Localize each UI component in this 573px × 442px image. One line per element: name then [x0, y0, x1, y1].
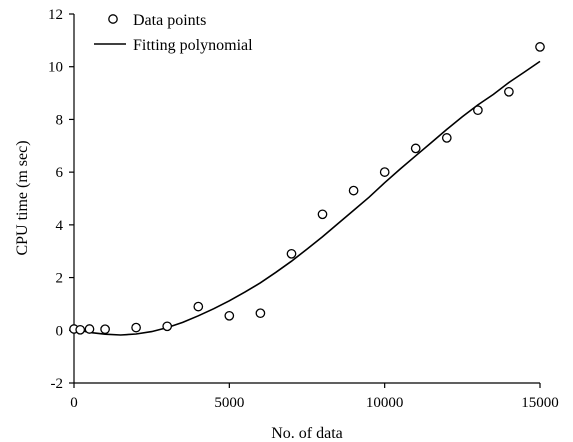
data-point — [224, 310, 235, 321]
legend-point-marker — [108, 14, 118, 24]
fitting-polynomial-line — [73, 60, 541, 336]
data-point — [379, 167, 390, 177]
x-tick-label: 10000 — [366, 395, 404, 411]
x-tick-label: 15000 — [521, 395, 559, 411]
data-point — [131, 322, 141, 333]
x-axis-title: No. of data — [271, 425, 343, 442]
data-point — [286, 248, 297, 259]
legend-label-fitting-polynomial: Fitting polynomial — [133, 37, 253, 54]
y-tick-label: 2 — [56, 271, 64, 287]
y-tick-label: 4 — [56, 218, 64, 234]
data-point — [162, 321, 173, 332]
y-tick-label: 0 — [56, 323, 64, 339]
data-point — [473, 105, 483, 116]
data-point — [84, 324, 95, 334]
data-point — [317, 209, 328, 220]
data-point — [193, 301, 204, 312]
x-tick-label: 5000 — [214, 395, 244, 411]
y-tick-label: -2 — [51, 376, 64, 392]
data-point — [504, 86, 514, 97]
y-tick-label: 12 — [48, 7, 63, 23]
points-layer — [69, 42, 545, 335]
legend-label-data-points: Data points — [133, 12, 206, 29]
y-tick-label: 10 — [48, 60, 63, 76]
data-point — [255, 308, 266, 319]
curve-layer — [73, 60, 541, 336]
x-tick-label: 0 — [70, 395, 78, 411]
data-point — [75, 324, 86, 335]
y-tick-label: 8 — [56, 112, 64, 128]
legend: Data points Fitting polynomial — [94, 12, 253, 54]
data-point — [348, 185, 359, 196]
y-ticks: -2 0 2 4 6 8 10 12 — [48, 7, 74, 392]
data-point — [441, 133, 452, 143]
plot-frame — [73, 14, 540, 384]
data-point — [410, 143, 421, 154]
y-axis-title: CPU time (m sec) — [14, 140, 31, 255]
x-ticks: 0 5000 10000 15000 — [70, 383, 559, 411]
y-tick-label: 6 — [56, 165, 64, 181]
data-point — [100, 324, 110, 335]
data-point — [535, 42, 545, 52]
